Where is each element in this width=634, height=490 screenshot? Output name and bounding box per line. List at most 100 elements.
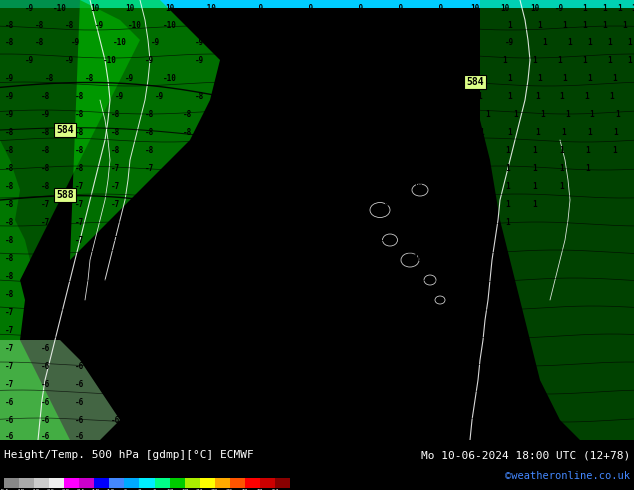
Text: -9: -9: [346, 38, 354, 47]
Text: 1: 1: [567, 38, 573, 47]
Text: -9: -9: [145, 55, 155, 65]
Text: -7: -7: [145, 181, 155, 191]
Text: -6: -6: [75, 416, 84, 424]
Polygon shape: [480, 0, 634, 440]
Text: -7: -7: [5, 380, 15, 389]
Text: -8: -8: [223, 109, 233, 119]
Text: -6: -6: [145, 325, 155, 335]
Text: -6: -6: [75, 290, 84, 298]
Text: 1: 1: [448, 146, 452, 154]
Text: -6: -6: [145, 397, 155, 407]
Text: -9: -9: [126, 74, 134, 82]
Text: -6: -6: [183, 397, 193, 407]
Text: -8: -8: [41, 181, 49, 191]
Text: -8: -8: [41, 92, 49, 100]
Text: -9: -9: [195, 55, 205, 65]
Text: 1: 1: [486, 109, 490, 119]
Text: -9: -9: [295, 38, 304, 47]
Text: -6: -6: [41, 432, 49, 441]
Text: -10: -10: [203, 3, 217, 13]
Text: 10: 10: [165, 3, 174, 13]
Text: -8: -8: [344, 127, 353, 137]
Text: -8: -8: [41, 146, 49, 154]
Bar: [169, 478, 184, 488]
Text: 1: 1: [506, 164, 510, 172]
Text: -8: -8: [5, 271, 15, 280]
Text: -36: -36: [44, 489, 55, 490]
Text: 18: 18: [181, 489, 188, 490]
Bar: [34, 478, 49, 488]
Text: 1: 1: [506, 199, 510, 209]
Text: 10: 10: [380, 146, 390, 154]
Text: -6: -6: [223, 416, 233, 424]
Text: -9: -9: [5, 92, 15, 100]
Text: 1: 1: [583, 3, 587, 13]
Text: -8: -8: [41, 164, 49, 172]
Text: -6: -6: [145, 271, 155, 280]
Text: 10: 10: [500, 3, 510, 13]
Text: -7: -7: [263, 199, 273, 209]
Text: 1: 1: [477, 253, 482, 263]
Text: -6: -6: [75, 308, 84, 317]
Text: -9: -9: [396, 21, 404, 29]
Text: 1: 1: [616, 109, 620, 119]
Text: -6: -6: [110, 343, 120, 352]
Text: -7: -7: [304, 290, 313, 298]
Text: -9: -9: [410, 92, 420, 100]
Text: 48: 48: [256, 489, 264, 490]
Text: ©weatheronline.co.uk: ©weatheronline.co.uk: [505, 471, 630, 481]
Text: 1: 1: [607, 38, 612, 47]
Text: -6: -6: [223, 325, 233, 335]
Polygon shape: [0, 0, 140, 320]
Text: -7: -7: [263, 271, 273, 280]
Text: -10: -10: [128, 21, 142, 29]
Text: -7: -7: [75, 181, 84, 191]
Polygon shape: [0, 340, 120, 440]
Text: -7: -7: [41, 308, 49, 317]
Text: -9: -9: [380, 181, 390, 191]
Text: -6: -6: [183, 416, 193, 424]
Text: -6: -6: [145, 416, 155, 424]
Text: 1: 1: [416, 146, 420, 154]
Text: 1: 1: [612, 146, 618, 154]
Text: -9: -9: [380, 290, 390, 298]
Text: -9: -9: [245, 38, 255, 47]
Text: 1: 1: [566, 109, 571, 119]
Text: -10: -10: [163, 74, 177, 82]
Text: 10: 10: [470, 3, 480, 13]
Text: -7: -7: [223, 218, 233, 226]
Text: -8: -8: [5, 181, 15, 191]
Text: -7: -7: [263, 253, 273, 263]
Text: -8: -8: [263, 109, 273, 119]
Bar: [275, 478, 290, 488]
Text: 1: 1: [533, 146, 537, 154]
Text: 1: 1: [586, 146, 590, 154]
Text: 1: 1: [607, 55, 612, 65]
Text: -9: -9: [306, 3, 314, 13]
Text: -9: -9: [445, 271, 455, 280]
Text: 6: 6: [153, 489, 157, 490]
Text: 10: 10: [413, 271, 423, 280]
Text: -48: -48: [13, 489, 25, 490]
Text: -9: -9: [95, 21, 105, 29]
Text: -7: -7: [145, 218, 155, 226]
Text: -6: -6: [110, 397, 120, 407]
Text: -6: -6: [263, 416, 273, 424]
Text: 1: 1: [618, 3, 623, 13]
Text: -8: -8: [36, 21, 44, 29]
Text: 1: 1: [477, 199, 482, 209]
Bar: [79, 478, 94, 488]
Text: -9: -9: [380, 199, 390, 209]
Text: 10: 10: [126, 3, 134, 13]
Text: 36: 36: [226, 489, 233, 490]
Bar: [19, 478, 34, 488]
Text: -8: -8: [344, 271, 353, 280]
Text: 1: 1: [558, 55, 562, 65]
Text: 1: 1: [612, 74, 618, 82]
Text: -7: -7: [145, 199, 155, 209]
Text: -9: -9: [370, 92, 380, 100]
Text: -8: -8: [145, 109, 155, 119]
Text: -7: -7: [263, 290, 273, 298]
Text: -8: -8: [86, 74, 94, 82]
Text: 10: 10: [445, 92, 455, 100]
